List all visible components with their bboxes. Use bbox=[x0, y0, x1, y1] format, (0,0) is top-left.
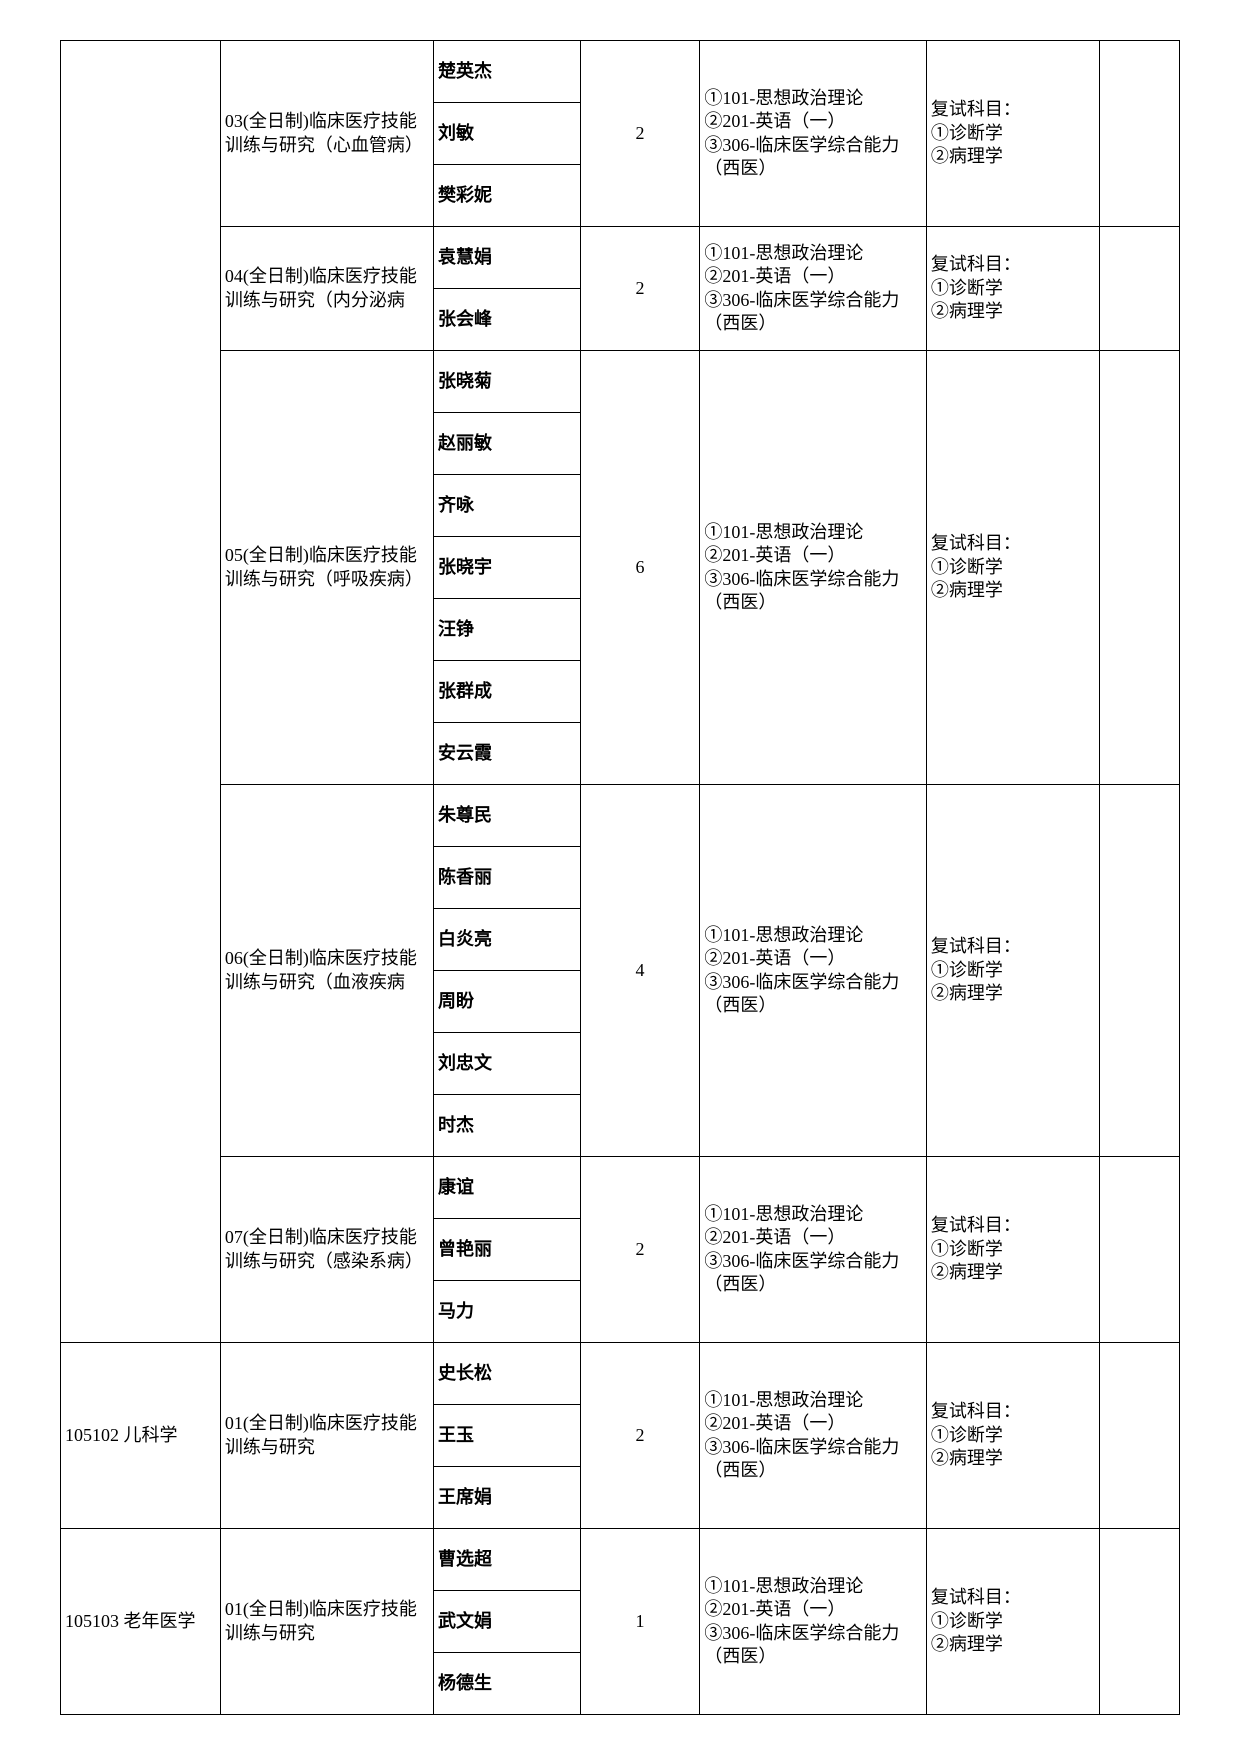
subject-code-cell bbox=[61, 41, 221, 1343]
advisor-cell: 曹选超 bbox=[433, 1529, 580, 1591]
advisor-cell: 张晓菊 bbox=[433, 351, 580, 413]
advisor-cell: 汪铮 bbox=[433, 599, 580, 661]
remark-cell bbox=[1100, 1529, 1180, 1715]
retest-exam-cell: 复试科目：①诊断学②病理学 bbox=[926, 227, 1099, 351]
advisor-cell: 王玉 bbox=[433, 1405, 580, 1467]
advisor-cell: 楚英杰 bbox=[433, 41, 580, 103]
direction-cell: 04(全日制)临床医疗技能训练与研究（内分泌病 bbox=[220, 227, 433, 351]
remark-cell bbox=[1100, 1343, 1180, 1529]
remark-cell bbox=[1100, 227, 1180, 351]
advisor-cell: 赵丽敏 bbox=[433, 413, 580, 475]
advisor-cell: 袁慧娟 bbox=[433, 227, 580, 289]
advisor-cell: 马力 bbox=[433, 1281, 580, 1343]
advisor-cell: 武文娟 bbox=[433, 1591, 580, 1653]
initial-exam-cell: ①101-思想政治理论②201-英语（一）③306-临床医学综合能力（西医） bbox=[700, 351, 926, 785]
advisor-cell: 刘忠文 bbox=[433, 1033, 580, 1095]
remark-cell bbox=[1100, 351, 1180, 785]
quota-cell: 2 bbox=[580, 1157, 700, 1343]
advisor-cell: 张群成 bbox=[433, 661, 580, 723]
retest-exam-cell: 复试科目：①诊断学②病理学 bbox=[926, 1343, 1099, 1529]
advisor-cell: 齐咏 bbox=[433, 475, 580, 537]
remark-cell bbox=[1100, 785, 1180, 1157]
quota-cell: 1 bbox=[580, 1529, 700, 1715]
initial-exam-cell: ①101-思想政治理论②201-英语（一）③306-临床医学综合能力（西医） bbox=[700, 41, 926, 227]
remark-cell bbox=[1100, 41, 1180, 227]
advisor-cell: 朱尊民 bbox=[433, 785, 580, 847]
retest-exam-cell: 复试科目：①诊断学②病理学 bbox=[926, 41, 1099, 227]
subject-code-cell: 105103 老年医学 bbox=[61, 1529, 221, 1715]
retest-exam-cell: 复试科目：①诊断学②病理学 bbox=[926, 1157, 1099, 1343]
catalog-table: 03(全日制)临床医疗技能训练与研究（心血管病）楚英杰2①101-思想政治理论②… bbox=[60, 40, 1180, 1715]
retest-exam-cell: 复试科目：①诊断学②病理学 bbox=[926, 785, 1099, 1157]
advisor-cell: 周盼 bbox=[433, 971, 580, 1033]
advisor-cell: 刘敏 bbox=[433, 103, 580, 165]
advisor-cell: 樊彩妮 bbox=[433, 165, 580, 227]
retest-exam-cell: 复试科目：①诊断学②病理学 bbox=[926, 351, 1099, 785]
advisor-cell: 史长松 bbox=[433, 1343, 580, 1405]
quota-cell: 6 bbox=[580, 351, 700, 785]
quota-cell: 2 bbox=[580, 41, 700, 227]
advisor-cell: 张晓宇 bbox=[433, 537, 580, 599]
advisor-cell: 曾艳丽 bbox=[433, 1219, 580, 1281]
subject-code-cell: 105102 儿科学 bbox=[61, 1343, 221, 1529]
direction-cell: 01(全日制)临床医疗技能训练与研究 bbox=[220, 1529, 433, 1715]
direction-cell: 07(全日制)临床医疗技能训练与研究（感染系病） bbox=[220, 1157, 433, 1343]
direction-cell: 06(全日制)临床医疗技能训练与研究（血液疾病 bbox=[220, 785, 433, 1157]
quota-cell: 2 bbox=[580, 227, 700, 351]
quota-cell: 4 bbox=[580, 785, 700, 1157]
advisor-cell: 陈香丽 bbox=[433, 847, 580, 909]
retest-exam-cell: 复试科目：①诊断学②病理学 bbox=[926, 1529, 1099, 1715]
initial-exam-cell: ①101-思想政治理论②201-英语（一）③306-临床医学综合能力（西医） bbox=[700, 785, 926, 1157]
direction-cell: 01(全日制)临床医疗技能训练与研究 bbox=[220, 1343, 433, 1529]
initial-exam-cell: ①101-思想政治理论②201-英语（一）③306-临床医学综合能力（西医） bbox=[700, 1343, 926, 1529]
advisor-cell: 杨德生 bbox=[433, 1653, 580, 1715]
quota-cell: 2 bbox=[580, 1343, 700, 1529]
direction-cell: 03(全日制)临床医疗技能训练与研究（心血管病） bbox=[220, 41, 433, 227]
initial-exam-cell: ①101-思想政治理论②201-英语（一）③306-临床医学综合能力（西医） bbox=[700, 227, 926, 351]
advisor-cell: 张会峰 bbox=[433, 289, 580, 351]
advisor-cell: 时杰 bbox=[433, 1095, 580, 1157]
advisor-cell: 白炎亮 bbox=[433, 909, 580, 971]
remark-cell bbox=[1100, 1157, 1180, 1343]
advisor-cell: 康谊 bbox=[433, 1157, 580, 1219]
advisor-cell: 安云霞 bbox=[433, 723, 580, 785]
advisor-cell: 王席娟 bbox=[433, 1467, 580, 1529]
initial-exam-cell: ①101-思想政治理论②201-英语（一）③306-临床医学综合能力（西医） bbox=[700, 1157, 926, 1343]
direction-cell: 05(全日制)临床医疗技能训练与研究（呼吸疾病） bbox=[220, 351, 433, 785]
initial-exam-cell: ①101-思想政治理论②201-英语（一）③306-临床医学综合能力（西医） bbox=[700, 1529, 926, 1715]
